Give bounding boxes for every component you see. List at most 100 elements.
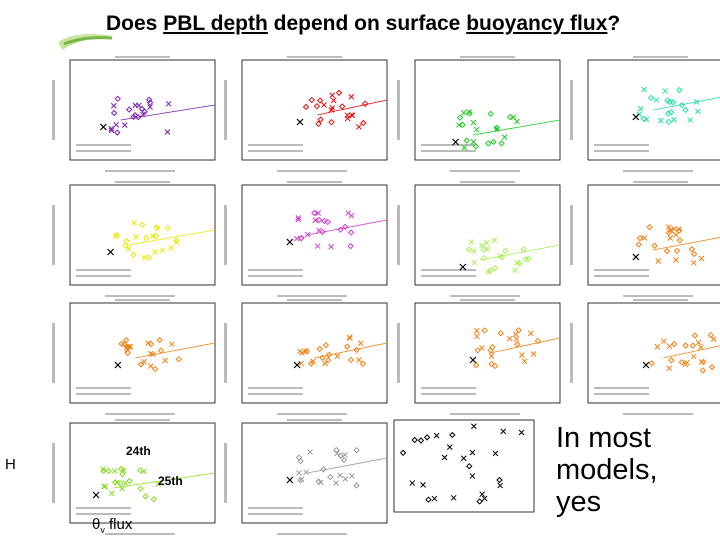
scatter-point bbox=[137, 485, 144, 492]
scatter-point bbox=[521, 358, 528, 365]
summary-point bbox=[469, 473, 476, 479]
scatter-point bbox=[168, 341, 175, 348]
plot-frame bbox=[241, 302, 388, 404]
faint-label bbox=[397, 80, 400, 140]
faint-label bbox=[421, 275, 476, 277]
plot-frame bbox=[241, 422, 388, 524]
reference-marker bbox=[92, 491, 100, 499]
faint-label bbox=[287, 181, 342, 183]
scatter-point bbox=[152, 365, 159, 373]
faint-label bbox=[421, 269, 476, 271]
scatter-point bbox=[690, 250, 698, 258]
scatter-point bbox=[133, 234, 139, 240]
scatter-point bbox=[330, 97, 337, 104]
scatter-point bbox=[162, 357, 169, 364]
scatter-point bbox=[100, 466, 107, 473]
reference-marker bbox=[107, 248, 115, 256]
scatter-point bbox=[321, 102, 327, 108]
scatter-point bbox=[682, 342, 689, 349]
scatter-plot-graphic bbox=[224, 299, 388, 415]
faint-label bbox=[450, 295, 520, 297]
scatter-point bbox=[667, 235, 674, 241]
scatter-point bbox=[675, 227, 683, 234]
scatter-panel bbox=[50, 52, 222, 174]
faint-label bbox=[460, 181, 515, 183]
scatter-point bbox=[671, 226, 677, 232]
faint-label bbox=[52, 80, 55, 140]
title-mid: depend on surface bbox=[267, 12, 467, 35]
scatter-point bbox=[314, 243, 321, 249]
scatter-point bbox=[710, 336, 717, 342]
scatter-point bbox=[635, 241, 642, 248]
conclusion-line-3: yes bbox=[556, 486, 602, 518]
scatter-point bbox=[687, 117, 693, 123]
scatter-panel bbox=[50, 415, 222, 537]
summary-point bbox=[433, 432, 440, 439]
scatter-point bbox=[341, 223, 349, 231]
scatter-point bbox=[147, 363, 154, 370]
scatter-point bbox=[299, 350, 305, 356]
scatter-point bbox=[641, 86, 648, 93]
scatter-point bbox=[295, 216, 302, 223]
faint-label bbox=[52, 323, 55, 383]
plot-frame bbox=[587, 59, 720, 161]
scatter-point bbox=[317, 116, 324, 123]
faint-label bbox=[248, 269, 303, 271]
scatter-point bbox=[342, 451, 348, 458]
scatter-point bbox=[359, 360, 367, 367]
faint-label bbox=[105, 533, 175, 535]
scatter-point bbox=[347, 242, 354, 250]
reference-marker bbox=[632, 253, 640, 261]
scatter-point bbox=[519, 352, 525, 358]
scatter-point bbox=[122, 242, 129, 249]
scatter-point bbox=[147, 340, 155, 348]
faint-label bbox=[421, 393, 476, 395]
fit-line bbox=[307, 219, 388, 236]
scatter-point bbox=[516, 260, 523, 267]
faint-label bbox=[594, 269, 649, 271]
scatter-point bbox=[671, 340, 678, 348]
scatter-point bbox=[114, 129, 121, 136]
scatter-point bbox=[648, 360, 655, 367]
summary-point bbox=[423, 434, 431, 441]
scatter-point bbox=[670, 98, 677, 106]
scatter-point bbox=[474, 333, 480, 340]
summary-point bbox=[496, 476, 503, 484]
conclusion-line-1: In most bbox=[556, 422, 652, 454]
scatter-point bbox=[666, 343, 673, 350]
scatter-point bbox=[317, 479, 324, 486]
summary-point bbox=[441, 454, 448, 461]
fit-line bbox=[480, 244, 561, 261]
scatter-point bbox=[130, 251, 137, 258]
scatter-plot-graphic bbox=[224, 56, 388, 172]
faint-label bbox=[52, 443, 55, 503]
scatter-point bbox=[667, 227, 674, 234]
scatter-point bbox=[460, 109, 467, 116]
scatter-point bbox=[473, 327, 480, 334]
scatter-point bbox=[660, 338, 667, 345]
scatter-point bbox=[168, 245, 174, 251]
summary-point bbox=[399, 449, 407, 457]
scatter-point bbox=[459, 121, 466, 129]
scatter-point bbox=[347, 335, 353, 341]
faint-label bbox=[76, 513, 131, 515]
plot-frame bbox=[587, 184, 720, 286]
scatter-point bbox=[298, 476, 305, 483]
summary-point bbox=[492, 450, 499, 457]
faint-label bbox=[421, 144, 476, 146]
summary-point bbox=[417, 437, 425, 444]
scatter-point bbox=[328, 118, 335, 126]
scatter-point bbox=[123, 237, 130, 245]
scatter-point bbox=[673, 231, 679, 238]
scatter-point bbox=[110, 102, 117, 109]
fit-line bbox=[307, 457, 388, 474]
scatter-point bbox=[156, 336, 163, 344]
fit-line bbox=[120, 104, 216, 121]
faint-label bbox=[570, 323, 573, 383]
scatter-point bbox=[154, 225, 161, 231]
plot-frame bbox=[69, 59, 216, 161]
scatter-point bbox=[456, 114, 464, 121]
faint-label bbox=[76, 269, 131, 271]
slide-title: Does PBL depth depend on surface buoyanc… bbox=[106, 12, 706, 36]
scatter-point bbox=[293, 235, 300, 242]
